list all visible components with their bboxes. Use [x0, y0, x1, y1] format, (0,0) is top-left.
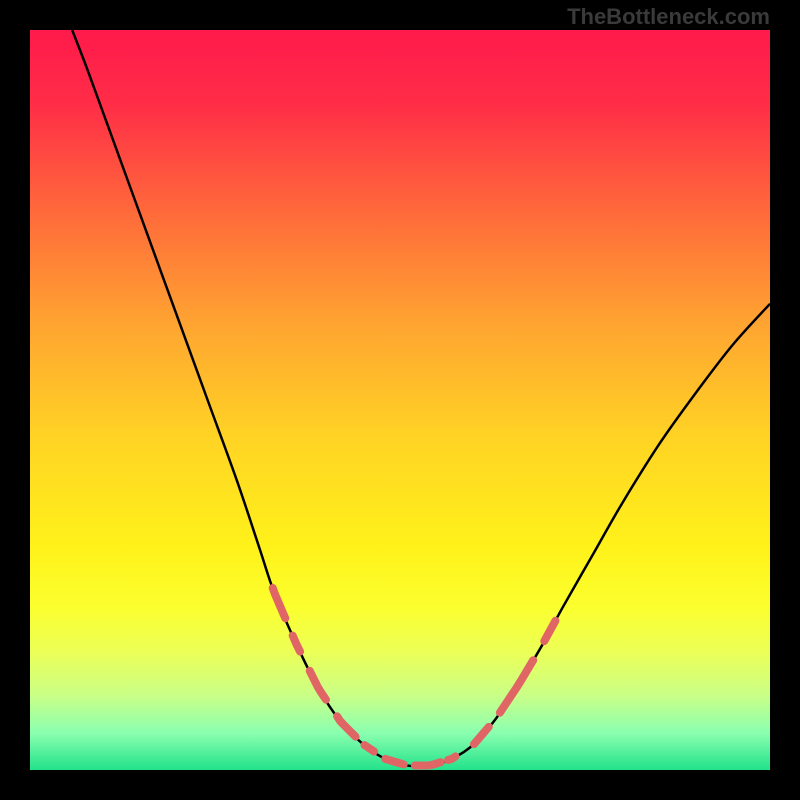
dash-segment [293, 636, 300, 652]
watermark-text: TheBottleneck.com [567, 4, 770, 30]
curve-layer [30, 30, 770, 770]
bottleneck-curve [72, 30, 770, 766]
plot-area [30, 30, 770, 770]
dash-segment [337, 716, 356, 736]
dash-overlay [273, 588, 556, 766]
chart-container: TheBottleneck.com [0, 0, 800, 800]
dash-segment [273, 588, 286, 618]
dash-segment [310, 671, 326, 700]
dash-segment [474, 727, 489, 744]
dash-segment [415, 762, 441, 765]
dash-segment [500, 660, 533, 712]
dash-segment [385, 759, 404, 765]
dash-segment [364, 745, 374, 751]
dash-segment [544, 621, 555, 641]
dash-segment [448, 756, 455, 760]
